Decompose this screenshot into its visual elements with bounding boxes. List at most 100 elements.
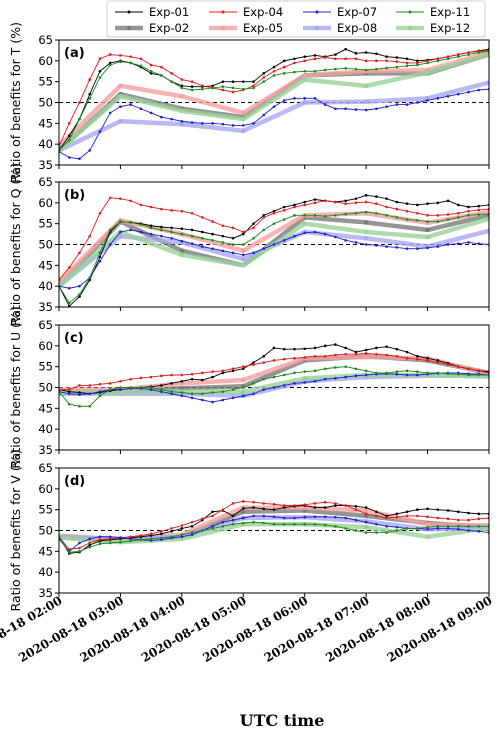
point-exp-07 [149,111,153,115]
point-exp-12 [118,390,123,395]
series-exp-11-line [59,211,489,304]
panel-1: 35 40 45 50 55 60 65 (a) Ratio of benefits for T… [8,22,490,183]
point-exp-04 [282,209,286,212]
point-exp-07 [241,124,245,127]
point-exp-01 [170,226,173,230]
x-tick-label: 2020-08-18 09:00 [385,593,495,665]
point-exp-07 [477,530,481,533]
point-exp-02 [363,513,369,519]
point-exp-07 [375,244,378,247]
legend-item-exp-02: Exp-02 [115,21,189,35]
point-exp-01 [180,227,184,230]
point-exp-04 [67,266,71,269]
point-exp-07 [180,119,184,123]
point-exp-04 [190,372,194,376]
point-exp-01 [323,506,327,509]
point-exp-11 [88,404,92,408]
point-exp-07 [313,230,317,234]
point-exp-08 [302,100,307,105]
point-exp-01 [231,514,235,518]
point-exp-07 [426,99,429,102]
point-exp-04 [78,384,81,387]
point-exp-07 [98,259,102,263]
point-exp-11 [344,527,347,530]
point-exp-11 [385,214,388,217]
point-exp-07 [221,249,225,253]
point-exp-07 [436,245,440,248]
point-exp-11 [405,64,409,68]
point-exp-11 [170,230,173,234]
point-exp-01 [313,54,317,57]
point-exp-01 [180,527,184,530]
panel-2: 35 40 45 50 55 60 65 (b) Ratio of benefits for Q… [8,163,490,326]
point-exp-04 [211,220,214,223]
point-exp-07 [354,518,358,522]
point-exp-11 [252,520,255,524]
point-exp-01 [78,295,81,298]
point-exp-04 [395,207,399,211]
point-exp-11 [139,64,143,68]
point-exp-07 [282,99,286,102]
point-exp-11 [241,386,245,389]
point-exp-07 [98,390,102,393]
point-exp-07 [139,230,143,234]
point-exp-04 [354,508,358,511]
y-tick-label: 45 [38,258,53,272]
legend-marker [127,10,131,14]
point-exp-04 [436,516,440,520]
point-exp-01 [272,209,276,213]
point-exp-11 [201,87,204,91]
point-exp-11 [395,370,399,373]
point-exp-07 [119,536,122,539]
point-exp-12 [425,534,430,539]
point-exp-04 [323,500,327,504]
legend-item-exp-04: Exp-04 [209,5,283,19]
point-exp-07 [416,373,419,377]
point-exp-07 [323,377,327,381]
point-exp-04 [129,55,132,58]
point-exp-07 [98,130,102,133]
point-exp-05 [302,73,307,78]
point-exp-04 [190,211,194,215]
point-exp-07 [354,108,358,111]
point-exp-11 [252,236,255,240]
point-exp-01 [334,504,337,507]
point-exp-11 [456,372,460,376]
point-exp-11 [344,212,347,216]
point-exp-01 [354,197,358,200]
point-exp-04 [405,357,409,360]
point-exp-07 [119,105,122,108]
point-exp-01 [262,72,266,75]
point-exp-07 [282,239,286,242]
point-exp-11 [446,372,450,376]
point-exp-04 [211,514,214,518]
y-tick-label: 50 [38,96,53,110]
point-exp-07 [221,122,225,126]
point-exp-08 [363,99,369,104]
point-exp-07 [262,388,266,391]
point-exp-04 [426,59,429,63]
point-exp-04 [78,546,81,550]
point-exp-01 [221,234,225,238]
point-exp-07 [293,234,296,238]
point-exp-07 [334,515,337,519]
point-exp-01 [211,84,214,88]
point-exp-04 [170,527,173,530]
point-exp-11 [375,531,378,534]
point-exp-11 [467,373,470,377]
point-exp-01 [231,236,235,240]
point-exp-12 [241,116,246,122]
point-exp-11 [323,68,327,72]
point-exp-11 [395,529,399,532]
point-exp-01 [78,391,81,394]
point-exp-01 [395,512,399,516]
point-exp-04 [231,367,235,371]
point-exp-11 [375,67,378,71]
point-exp-01 [446,509,450,512]
point-exp-11 [88,545,92,549]
point-exp-04 [129,377,132,381]
point-exp-07 [385,105,388,108]
point-exp-04 [88,541,92,545]
point-exp-04 [303,503,307,506]
